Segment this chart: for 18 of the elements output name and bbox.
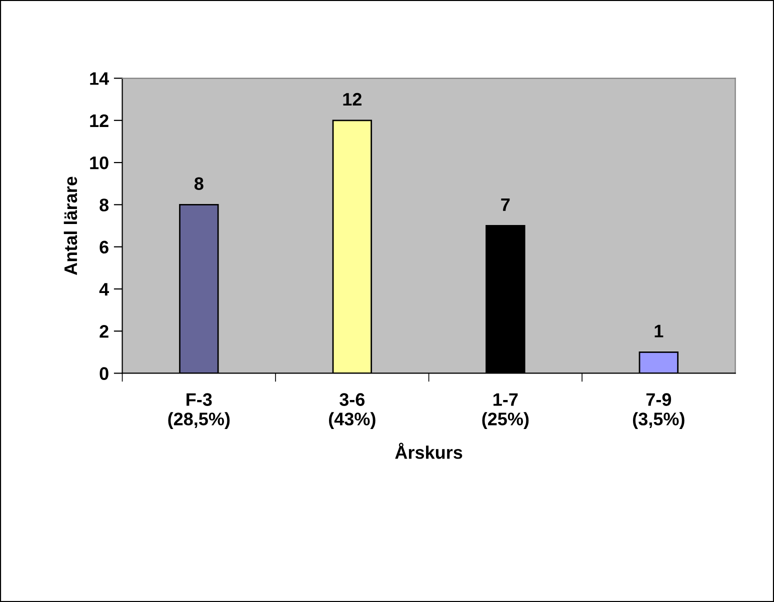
y-tick-label: 8 [100,198,109,212]
data-label: 12 [343,92,362,106]
y-axis-title: Antal lärare [64,176,78,275]
x-tick-label: 1-7 (25%) [482,393,529,429]
y-tick-label: 10 [90,156,108,170]
x-axis-title: Årskurs [395,442,462,459]
data-label: 1 [654,324,664,338]
x-tick-label: 3-6 (43%) [328,393,376,429]
y-tick-label: 0 [100,367,108,380]
data-label: 8 [194,177,204,190]
x-tick-label: F-3 (28,5%) [168,393,230,429]
y-tick-label: 12 [90,114,108,127]
y-tick-label: 14 [90,72,110,85]
data-label: 7 [501,198,510,211]
x-tick-label: 7-9 (3,5%) [632,393,684,429]
y-tick-label: 2 [100,325,108,338]
y-tick-label: 6 [100,240,108,254]
y-tick-label: 4 [99,283,109,296]
